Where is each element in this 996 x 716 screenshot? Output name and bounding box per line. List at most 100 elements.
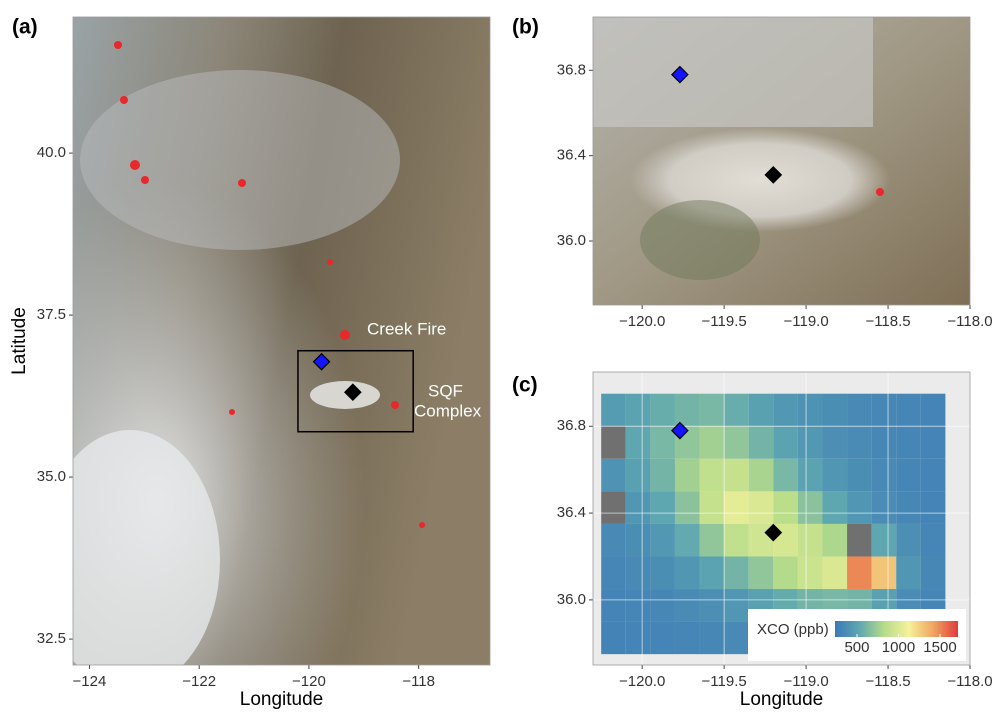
heatmap-cell [921, 459, 946, 492]
heatmap-cell [650, 459, 675, 492]
x-tick-label: −118 [402, 673, 435, 690]
heatmap-cell [921, 426, 946, 459]
x-tick-label: −119.5 [702, 313, 747, 330]
heatmap-cell [749, 556, 774, 589]
heatmap-cell [921, 556, 946, 589]
panel-label: (b) [512, 16, 539, 39]
heatmap-cell [773, 394, 798, 427]
heatmap-cell [749, 426, 774, 459]
heatmap-cell [626, 491, 651, 524]
heatmap-cell [724, 622, 749, 655]
heatmap-cell [601, 556, 626, 589]
heatmap-cell [921, 524, 946, 557]
heatmap-cell [798, 491, 823, 524]
heatmap-cell [872, 491, 897, 524]
heatmap-cell [650, 426, 675, 459]
heatmap-cell [822, 524, 847, 557]
heatmap-cell [675, 622, 700, 655]
heatmap-cell [896, 394, 921, 427]
heatmap-cell [896, 459, 921, 492]
heatmap-cell [847, 491, 872, 524]
y-tick-label: 35.0 [37, 468, 66, 485]
y-tick-label: 36.0 [557, 591, 586, 608]
heatmap-cell [650, 622, 675, 655]
heatmap-cell [847, 426, 872, 459]
heatmap-cell [847, 459, 872, 492]
heatmap-cell [822, 459, 847, 492]
x-axis-title: Longitude [240, 689, 323, 710]
heatmap-cell [601, 491, 626, 524]
heatmap-cell [626, 394, 651, 427]
heatmap-cell [675, 556, 700, 589]
y-tick-label: 36.4 [557, 504, 586, 521]
x-tick-label: −120 [292, 673, 326, 690]
heatmap-cell [798, 556, 823, 589]
heatmap-cell [896, 524, 921, 557]
heatmap-cell [773, 491, 798, 524]
heatmap-cell [798, 426, 823, 459]
annotation: SQF [428, 381, 463, 400]
y-tick-label: 37.5 [37, 306, 66, 323]
y-tick-label: 40.0 [37, 144, 66, 161]
heatmap-cell [822, 426, 847, 459]
x-tick-label: −119.0 [783, 313, 828, 330]
heatmap-cell [601, 622, 626, 655]
x-tick-label: −120.0 [619, 673, 665, 690]
heatmap-cell [872, 459, 897, 492]
heatmap-cell [822, 394, 847, 427]
heatmap-cell [700, 394, 725, 427]
x-axis-title: Longitude [740, 689, 823, 710]
x-tick-label: −122 [182, 673, 216, 690]
y-axis-title: Latitude [9, 307, 30, 375]
heatmap-cell [700, 459, 725, 492]
heatmap-cell [872, 394, 897, 427]
heatmap-cell [749, 459, 774, 492]
heatmap-cell [724, 426, 749, 459]
heatmap-cell [601, 394, 626, 427]
heatmap-cell [724, 524, 749, 557]
heatmap-cell [822, 491, 847, 524]
figure: −124−122−120−11832.535.037.540.0(a)Longi… [0, 0, 996, 711]
heatmap-cell [675, 589, 700, 622]
heatmap-cell [724, 556, 749, 589]
heatmap-cell [773, 556, 798, 589]
x-tick-label: −119.0 [783, 673, 828, 690]
heatmap-cell [896, 426, 921, 459]
satellite-image-a [40, 17, 490, 690]
heatmap-cell [773, 426, 798, 459]
heatmap-cell [626, 524, 651, 557]
heatmap-cell [798, 394, 823, 427]
x-tick-label: −118.5 [865, 673, 910, 690]
heatmap-cell [798, 459, 823, 492]
x-tick-label: −118.0 [947, 313, 992, 330]
heatmap-cell [626, 556, 651, 589]
heatmap-cell [650, 556, 675, 589]
heatmap-cell [700, 524, 725, 557]
heatmap-cell [601, 589, 626, 622]
y-tick-label: 36.4 [557, 147, 586, 164]
heatmap-cell [847, 524, 872, 557]
heatmap-cell [896, 556, 921, 589]
heatmap-cell [675, 491, 700, 524]
heatmap-cell [724, 394, 749, 427]
heatmap-cell [921, 394, 946, 427]
heatmap-cell [675, 459, 700, 492]
colorbar-tick-label: 1500 [923, 639, 956, 656]
heatmap-cell [724, 459, 749, 492]
heatmap-cell [700, 426, 725, 459]
heatmap-cell [601, 524, 626, 557]
y-tick-label: 32.5 [37, 630, 66, 647]
colorbar-title: XCO (ppb) [757, 621, 829, 638]
heatmap-cell [626, 622, 651, 655]
y-tick-label: 36.8 [557, 417, 586, 434]
annotation: Creek Fire [367, 319, 446, 338]
panel-label: (c) [512, 374, 538, 397]
heatmap-cell [872, 556, 897, 589]
x-tick-label: −118.0 [947, 673, 992, 690]
heatmap-cell [822, 556, 847, 589]
heatmap-cell [872, 524, 897, 557]
heatmap-cell [650, 491, 675, 524]
heatmap-cell [847, 556, 872, 589]
heatmap-cell [675, 394, 700, 427]
x-tick-label: −119.5 [702, 673, 747, 690]
